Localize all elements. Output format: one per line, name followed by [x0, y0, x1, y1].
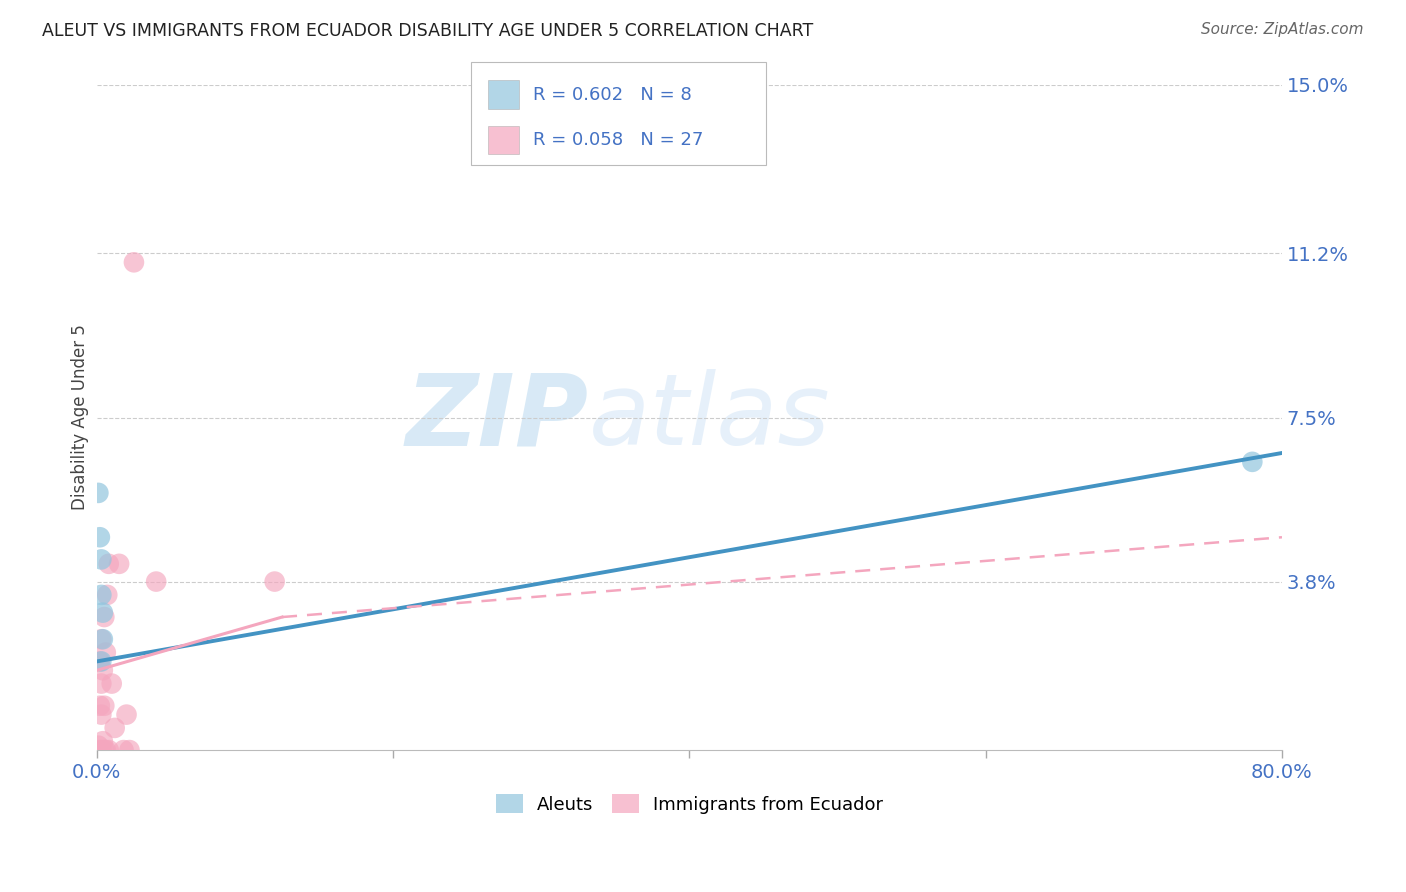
Point: [1241, 455, 1264, 469]
Point: [96, 588, 118, 602]
Point: [100, 676, 122, 690]
Point: [91, 663, 114, 677]
Point: [90, 632, 112, 647]
Text: atlas: atlas: [589, 369, 831, 466]
Point: [93, 698, 115, 713]
Point: [91, 734, 114, 748]
Text: ZIP: ZIP: [406, 369, 589, 466]
Point: [91, 632, 114, 647]
Point: [87, 486, 110, 500]
Point: [93, 610, 115, 624]
Point: [89, 698, 111, 713]
Point: [89, 743, 111, 757]
Text: R = 0.058   N = 27: R = 0.058 N = 27: [533, 131, 703, 149]
Point: [91, 606, 114, 620]
Point: [112, 743, 135, 757]
Point: [94, 646, 117, 660]
Legend: Aleuts, Immigrants from Ecuador: Aleuts, Immigrants from Ecuador: [488, 787, 890, 821]
Point: [90, 743, 112, 757]
Point: [90, 552, 112, 566]
Point: [94, 743, 117, 757]
Point: [118, 743, 141, 757]
Text: R = 0.602   N = 8: R = 0.602 N = 8: [533, 86, 692, 103]
Point: [90, 588, 112, 602]
Text: Source: ZipAtlas.com: Source: ZipAtlas.com: [1201, 22, 1364, 37]
Point: [90, 707, 112, 722]
Point: [89, 530, 111, 544]
Point: [93, 743, 115, 757]
Point: [90, 676, 112, 690]
Point: [97, 743, 120, 757]
Text: ALEUT VS IMMIGRANTS FROM ECUADOR DISABILITY AGE UNDER 5 CORRELATION CHART: ALEUT VS IMMIGRANTS FROM ECUADOR DISABIL…: [42, 22, 814, 40]
Point: [90, 654, 112, 668]
Point: [104, 721, 127, 735]
Point: [122, 255, 145, 269]
Point: [97, 557, 120, 571]
Point: [89, 654, 111, 668]
Point: [87, 739, 110, 753]
Point: [108, 557, 131, 571]
Point: [263, 574, 285, 589]
Point: [145, 574, 167, 589]
Y-axis label: Disability Age Under 5: Disability Age Under 5: [72, 325, 89, 510]
Point: [115, 707, 138, 722]
